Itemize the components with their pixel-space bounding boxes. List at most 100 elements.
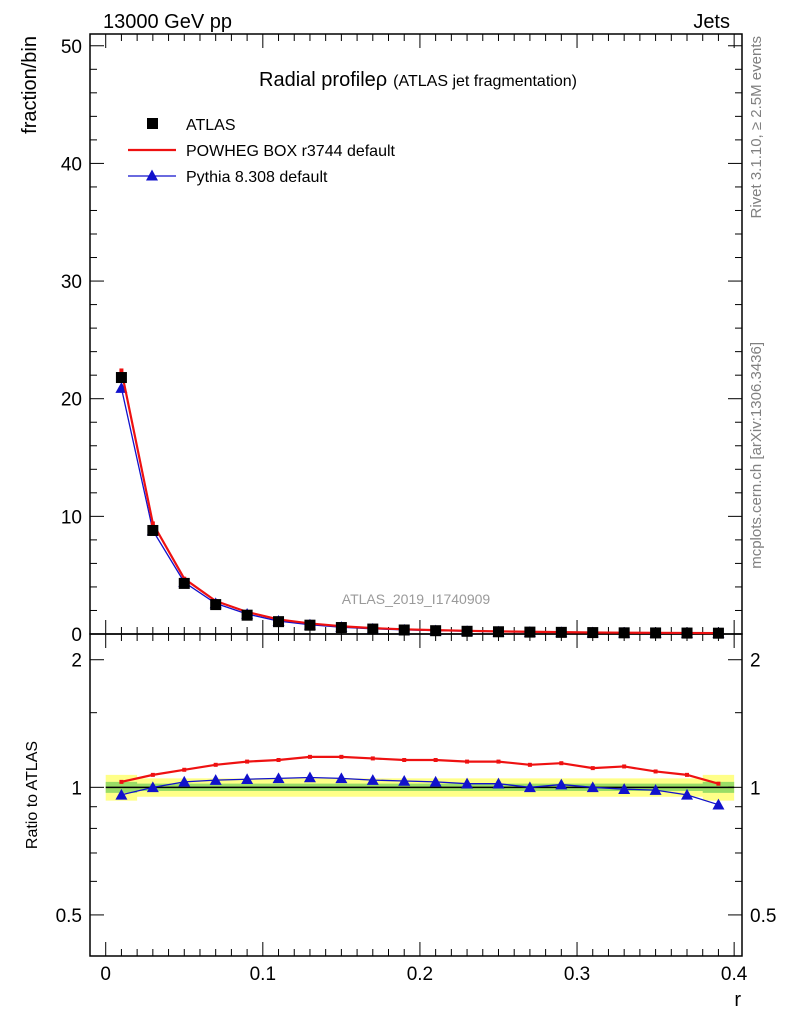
ratio-pythia-point	[555, 778, 568, 790]
legend-powheg-label: POWHEG BOX r3744 default	[186, 143, 396, 160]
y-tick-label: 10	[61, 507, 82, 528]
ratio-pythia-point	[712, 798, 725, 810]
y-tick-label: 50	[61, 37, 82, 58]
ratio-y-tick-label: 0.5	[56, 906, 82, 927]
ratio-pythia-point	[272, 772, 285, 784]
ratio-powheg-point	[527, 762, 532, 767]
atlas-point	[210, 599, 222, 611]
ratio-powheg-point	[716, 781, 721, 786]
ratio-powheg-point	[653, 769, 658, 774]
x-tick-label: 0.1	[250, 964, 276, 985]
atlas-point	[681, 627, 693, 639]
ratio-powheg-point	[685, 772, 690, 777]
ratio-powheg-line	[121, 755, 719, 785]
atlas-point	[555, 626, 567, 638]
x-tick-label: 0	[100, 964, 111, 985]
ratio-powheg-point	[307, 754, 312, 759]
ratio-pythia-point	[178, 775, 191, 787]
ratio-y-tick-label-right: 1	[750, 778, 761, 799]
ratio-pythia-point	[303, 771, 316, 783]
ratio-powheg-point	[622, 764, 627, 769]
ratio-powheg-point	[276, 758, 281, 763]
ratio-y-tick-label-right: 0.5	[750, 906, 776, 927]
atlas-point	[241, 609, 253, 621]
atlas-point	[618, 627, 630, 639]
ratio-powheg-point	[182, 767, 187, 772]
legend-atlas-marker	[147, 118, 158, 129]
main-y-axis-label: fraction/bin	[19, 36, 41, 134]
ratio-powheg-point	[465, 759, 470, 764]
atlas-point	[304, 619, 316, 631]
legend-pythia-label: Pythia 8.308 default	[186, 169, 328, 186]
ratio-uncertainty-band	[105, 774, 735, 801]
atlas-point	[650, 627, 662, 639]
ratio-y-axis-label: Ratio to ATLAS	[24, 741, 41, 849]
ratio-y-tick-label: 2	[71, 651, 82, 672]
ratio-plot-frame	[89, 633, 743, 957]
mcplots-label: mcplots.cern.ch [arXiv:1306.3436]	[748, 342, 765, 569]
y-tick-label: 30	[61, 272, 82, 293]
axis-ticks: 0 0.1 0.2 0.3 0.4 0 10 20 30 40 50 0.5 0.5 1 1 2 2	[56, 34, 776, 985]
main-title-subtitle: (ATLAS jet fragmentation)	[393, 73, 577, 90]
atlas-point	[524, 626, 536, 638]
header-energy: 13000 GeV pp	[103, 11, 232, 33]
ratio-pythia-line	[121, 776, 719, 806]
ratio-powheg-point	[496, 759, 501, 764]
atlas-point	[492, 626, 504, 638]
ratio-powheg-point	[433, 758, 438, 763]
ratio-y-tick-label: 1	[71, 778, 82, 799]
rivet-label: Rivet 3.1.10, ≥ 2.5M events	[748, 36, 765, 219]
atlas-point	[430, 625, 442, 637]
main-title-text: Radial profile	[259, 69, 376, 91]
ratio-powheg-point	[559, 761, 564, 766]
main-title: Radial profileρ (ATLAS jet fragmentation)	[259, 69, 577, 91]
ratio-pythia-point	[398, 774, 411, 786]
ratio-pythia-point	[241, 773, 254, 785]
legend-atlas-label: ATLAS	[186, 117, 236, 134]
ratio-powheg-point	[370, 756, 375, 761]
x-tick-label: 0.2	[407, 964, 433, 985]
legend-pythia-marker	[146, 169, 158, 181]
ratio-pythia-point	[492, 777, 505, 789]
ratio-pythia-point	[146, 781, 159, 793]
x-axis-label: r	[734, 989, 741, 1011]
powheg-point	[119, 368, 124, 373]
ratio-powheg-point	[402, 758, 407, 763]
atlas-point	[587, 627, 599, 639]
ratio-pythia-point	[429, 775, 442, 787]
main-title-symbol: ρ	[376, 69, 387, 91]
atlas-point	[398, 624, 410, 636]
ratio-pythia-point	[366, 774, 379, 785]
powheg-point	[150, 521, 155, 526]
ratio-powheg-point	[339, 754, 344, 759]
y-tick-label: 40	[61, 154, 82, 175]
atlas-point	[461, 625, 473, 637]
main-plot-series	[115, 368, 725, 639]
atlas-point	[147, 524, 159, 536]
ratio-pythia-point	[618, 783, 631, 794]
ratio-pythia-point	[649, 784, 662, 795]
ratio-pythia-point	[681, 788, 694, 800]
ratio-plot-series	[115, 754, 725, 810]
atlas-point	[367, 623, 379, 635]
atlas-point	[273, 616, 285, 628]
ratio-powheg-point	[213, 762, 218, 767]
atlas-point	[115, 372, 127, 384]
x-tick-label: 0.3	[564, 964, 590, 985]
ratio-pythia-point	[523, 781, 536, 793]
header-process: Jets	[693, 11, 730, 33]
ratio-powheg-point	[590, 766, 595, 771]
ratio-pythia-point	[209, 774, 222, 785]
ratio-powheg-point	[245, 759, 250, 764]
atlas-point	[178, 577, 190, 589]
atlas-point	[335, 622, 347, 634]
y-tick-label: 20	[61, 390, 82, 411]
ratio-powheg-point	[119, 779, 124, 784]
ratio-powheg-point	[150, 772, 155, 777]
ratio-pythia-point	[586, 781, 599, 793]
legend: ATLAS POWHEG BOX r3744 default Pythia 8.…	[128, 117, 396, 186]
x-tick-label: 0.4	[721, 964, 748, 985]
ratio-pythia-point	[335, 772, 348, 784]
ratio-pythia-point	[461, 777, 474, 789]
